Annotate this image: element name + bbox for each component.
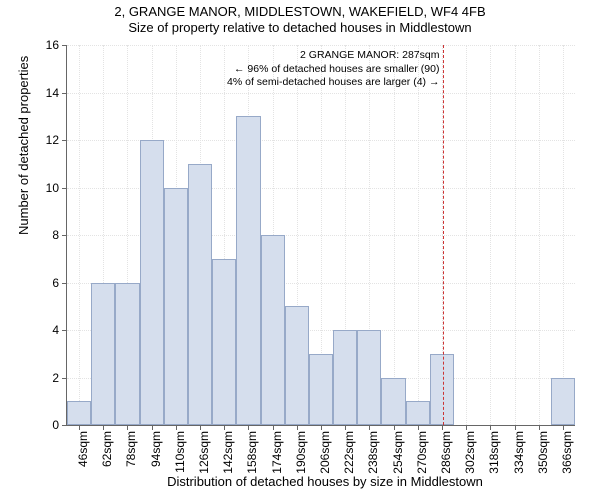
x-tick-label: 270sqm bbox=[415, 431, 429, 474]
gridline-vertical bbox=[490, 45, 491, 425]
x-tick-label: 222sqm bbox=[342, 431, 356, 474]
y-tick-label: 16 bbox=[46, 38, 67, 52]
x-tick-mark bbox=[515, 425, 516, 430]
chart-container: 2, GRANGE MANOR, MIDDLESTOWN, WAKEFIELD,… bbox=[0, 0, 600, 500]
x-tick-label: 286sqm bbox=[439, 431, 453, 474]
x-tick-mark bbox=[345, 425, 346, 430]
x-tick-mark bbox=[321, 425, 322, 430]
y-tick-label: 0 bbox=[52, 418, 67, 432]
y-tick-label: 2 bbox=[52, 371, 67, 385]
histogram-bar bbox=[285, 306, 309, 425]
gridline-vertical bbox=[563, 45, 564, 425]
x-tick-label: 62sqm bbox=[100, 431, 114, 467]
gridline-vertical bbox=[418, 45, 419, 425]
x-tick-mark bbox=[224, 425, 225, 430]
x-tick-mark bbox=[466, 425, 467, 430]
x-tick-label: 238sqm bbox=[366, 431, 380, 474]
y-tick-label: 4 bbox=[52, 323, 67, 337]
gridline-vertical bbox=[394, 45, 395, 425]
x-tick-mark bbox=[176, 425, 177, 430]
x-tick-mark bbox=[563, 425, 564, 430]
histogram-bar bbox=[212, 259, 236, 425]
annotation-text: 2 GRANGE MANOR: 287sqm← 96% of detached … bbox=[227, 49, 439, 90]
histogram-bar bbox=[188, 164, 212, 425]
y-tick-label: 8 bbox=[52, 228, 67, 242]
y-axis-label: Number of detached properties bbox=[16, 56, 31, 235]
histogram-bar bbox=[551, 378, 575, 426]
x-tick-mark bbox=[79, 425, 80, 430]
reference-marker-line bbox=[443, 45, 444, 425]
x-tick-label: 94sqm bbox=[149, 431, 163, 467]
histogram-bar bbox=[261, 235, 285, 425]
x-tick-label: 126sqm bbox=[197, 431, 211, 474]
y-tick-label: 10 bbox=[46, 181, 67, 195]
x-tick-mark bbox=[490, 425, 491, 430]
histogram-bar bbox=[333, 330, 357, 425]
histogram-bar bbox=[164, 188, 188, 426]
histogram-bar bbox=[91, 283, 115, 426]
x-tick-mark bbox=[248, 425, 249, 430]
annotation-line: ← 96% of detached houses are smaller (90… bbox=[227, 63, 439, 77]
x-tick-label: 366sqm bbox=[560, 431, 574, 474]
y-tick-label: 6 bbox=[52, 276, 67, 290]
plot-area: 024681012141646sqm62sqm78sqm94sqm110sqm1… bbox=[66, 45, 575, 426]
gridline-vertical bbox=[539, 45, 540, 425]
x-tick-label: 158sqm bbox=[245, 431, 259, 474]
x-tick-label: 254sqm bbox=[391, 431, 405, 474]
histogram-bar bbox=[357, 330, 381, 425]
x-tick-label: 350sqm bbox=[536, 431, 550, 474]
y-tick-label: 12 bbox=[46, 133, 67, 147]
x-tick-label: 334sqm bbox=[512, 431, 526, 474]
title-line-2: Size of property relative to detached ho… bbox=[0, 20, 600, 36]
x-tick-mark bbox=[442, 425, 443, 430]
histogram-bar bbox=[309, 354, 333, 425]
histogram-bar bbox=[115, 283, 139, 426]
histogram-bar bbox=[236, 116, 260, 425]
annotation-line: 2 GRANGE MANOR: 287sqm bbox=[227, 49, 439, 63]
x-tick-label: 190sqm bbox=[294, 431, 308, 474]
histogram-bar bbox=[381, 378, 405, 426]
x-tick-label: 318sqm bbox=[487, 431, 501, 474]
x-tick-mark bbox=[200, 425, 201, 430]
chart-title: 2, GRANGE MANOR, MIDDLESTOWN, WAKEFIELD,… bbox=[0, 4, 600, 37]
x-tick-label: 78sqm bbox=[124, 431, 138, 467]
x-axis-label: Distribution of detached houses by size … bbox=[0, 474, 600, 489]
x-tick-label: 46sqm bbox=[76, 431, 90, 467]
annotation-line: 4% of semi-detached houses are larger (4… bbox=[227, 76, 439, 90]
x-tick-mark bbox=[394, 425, 395, 430]
y-tick-label: 14 bbox=[46, 86, 67, 100]
x-tick-mark bbox=[418, 425, 419, 430]
histogram-bar bbox=[430, 354, 454, 425]
x-tick-label: 206sqm bbox=[318, 431, 332, 474]
x-tick-mark bbox=[539, 425, 540, 430]
x-tick-mark bbox=[152, 425, 153, 430]
x-tick-label: 142sqm bbox=[221, 431, 235, 474]
histogram-bar bbox=[67, 401, 91, 425]
histogram-bar bbox=[140, 140, 164, 425]
gridline-vertical bbox=[515, 45, 516, 425]
x-tick-mark bbox=[273, 425, 274, 430]
x-tick-label: 174sqm bbox=[270, 431, 284, 474]
x-tick-mark bbox=[297, 425, 298, 430]
title-line-1: 2, GRANGE MANOR, MIDDLESTOWN, WAKEFIELD,… bbox=[0, 4, 600, 20]
gridline-vertical bbox=[79, 45, 80, 425]
x-tick-mark bbox=[127, 425, 128, 430]
x-tick-mark bbox=[103, 425, 104, 430]
x-tick-label: 110sqm bbox=[173, 431, 187, 473]
x-tick-mark bbox=[369, 425, 370, 430]
x-tick-label: 302sqm bbox=[463, 431, 477, 474]
gridline-vertical bbox=[466, 45, 467, 425]
histogram-bar bbox=[406, 401, 430, 425]
